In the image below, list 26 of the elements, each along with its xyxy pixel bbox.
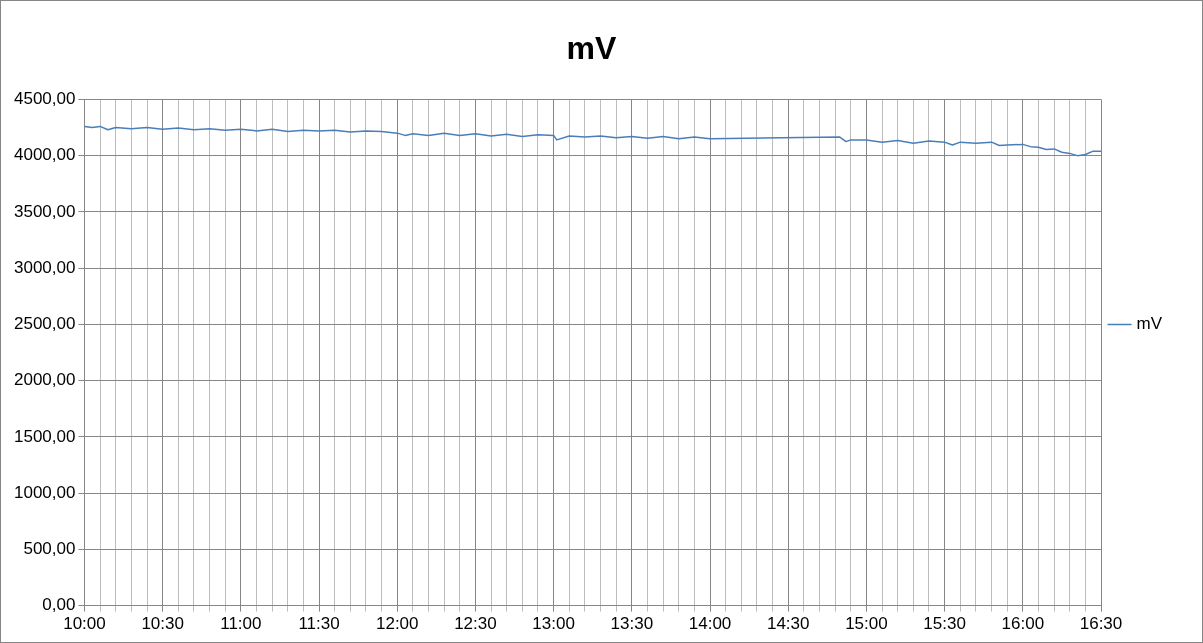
y-tick-label: 4000,00: [14, 145, 76, 165]
y-tick-label: 4500,00: [14, 89, 76, 109]
y-tick-label: 1000,00: [14, 482, 76, 502]
y-tick-label: 0,00: [42, 595, 76, 615]
y-tick-label: 1500,00: [14, 426, 76, 446]
x-tick-label: 10:30: [141, 614, 184, 634]
x-tick-label: 11:00: [220, 614, 262, 634]
chart-title: mV: [566, 30, 618, 67]
x-tick-label: 16:30: [1079, 614, 1123, 634]
y-tick-label: 3000,00: [14, 257, 76, 277]
x-tick-label: 16:00: [1001, 614, 1045, 634]
x-tick-label: 11:30: [298, 614, 340, 634]
y-tick-label: 2000,00: [14, 370, 76, 390]
x-tick-label: 13:00: [532, 614, 575, 634]
x-tick-label: 12:00: [375, 614, 419, 634]
y-tick-label: 2500,00: [14, 314, 76, 334]
y-tick-label: 3500,00: [14, 201, 76, 221]
x-tick-label: 13:30: [610, 614, 654, 634]
x-tick-label: 14:00: [688, 614, 732, 634]
x-tick-label: 10:00: [63, 614, 106, 634]
x-tick-label: 14:30: [766, 614, 810, 634]
x-tick-label: 15:00: [845, 614, 888, 634]
x-tick-label: 12:30: [454, 614, 497, 634]
x-tick-label: 15:30: [923, 614, 966, 634]
legend-label: mV: [1136, 314, 1163, 334]
y-tick-label: 500,00: [23, 539, 76, 559]
